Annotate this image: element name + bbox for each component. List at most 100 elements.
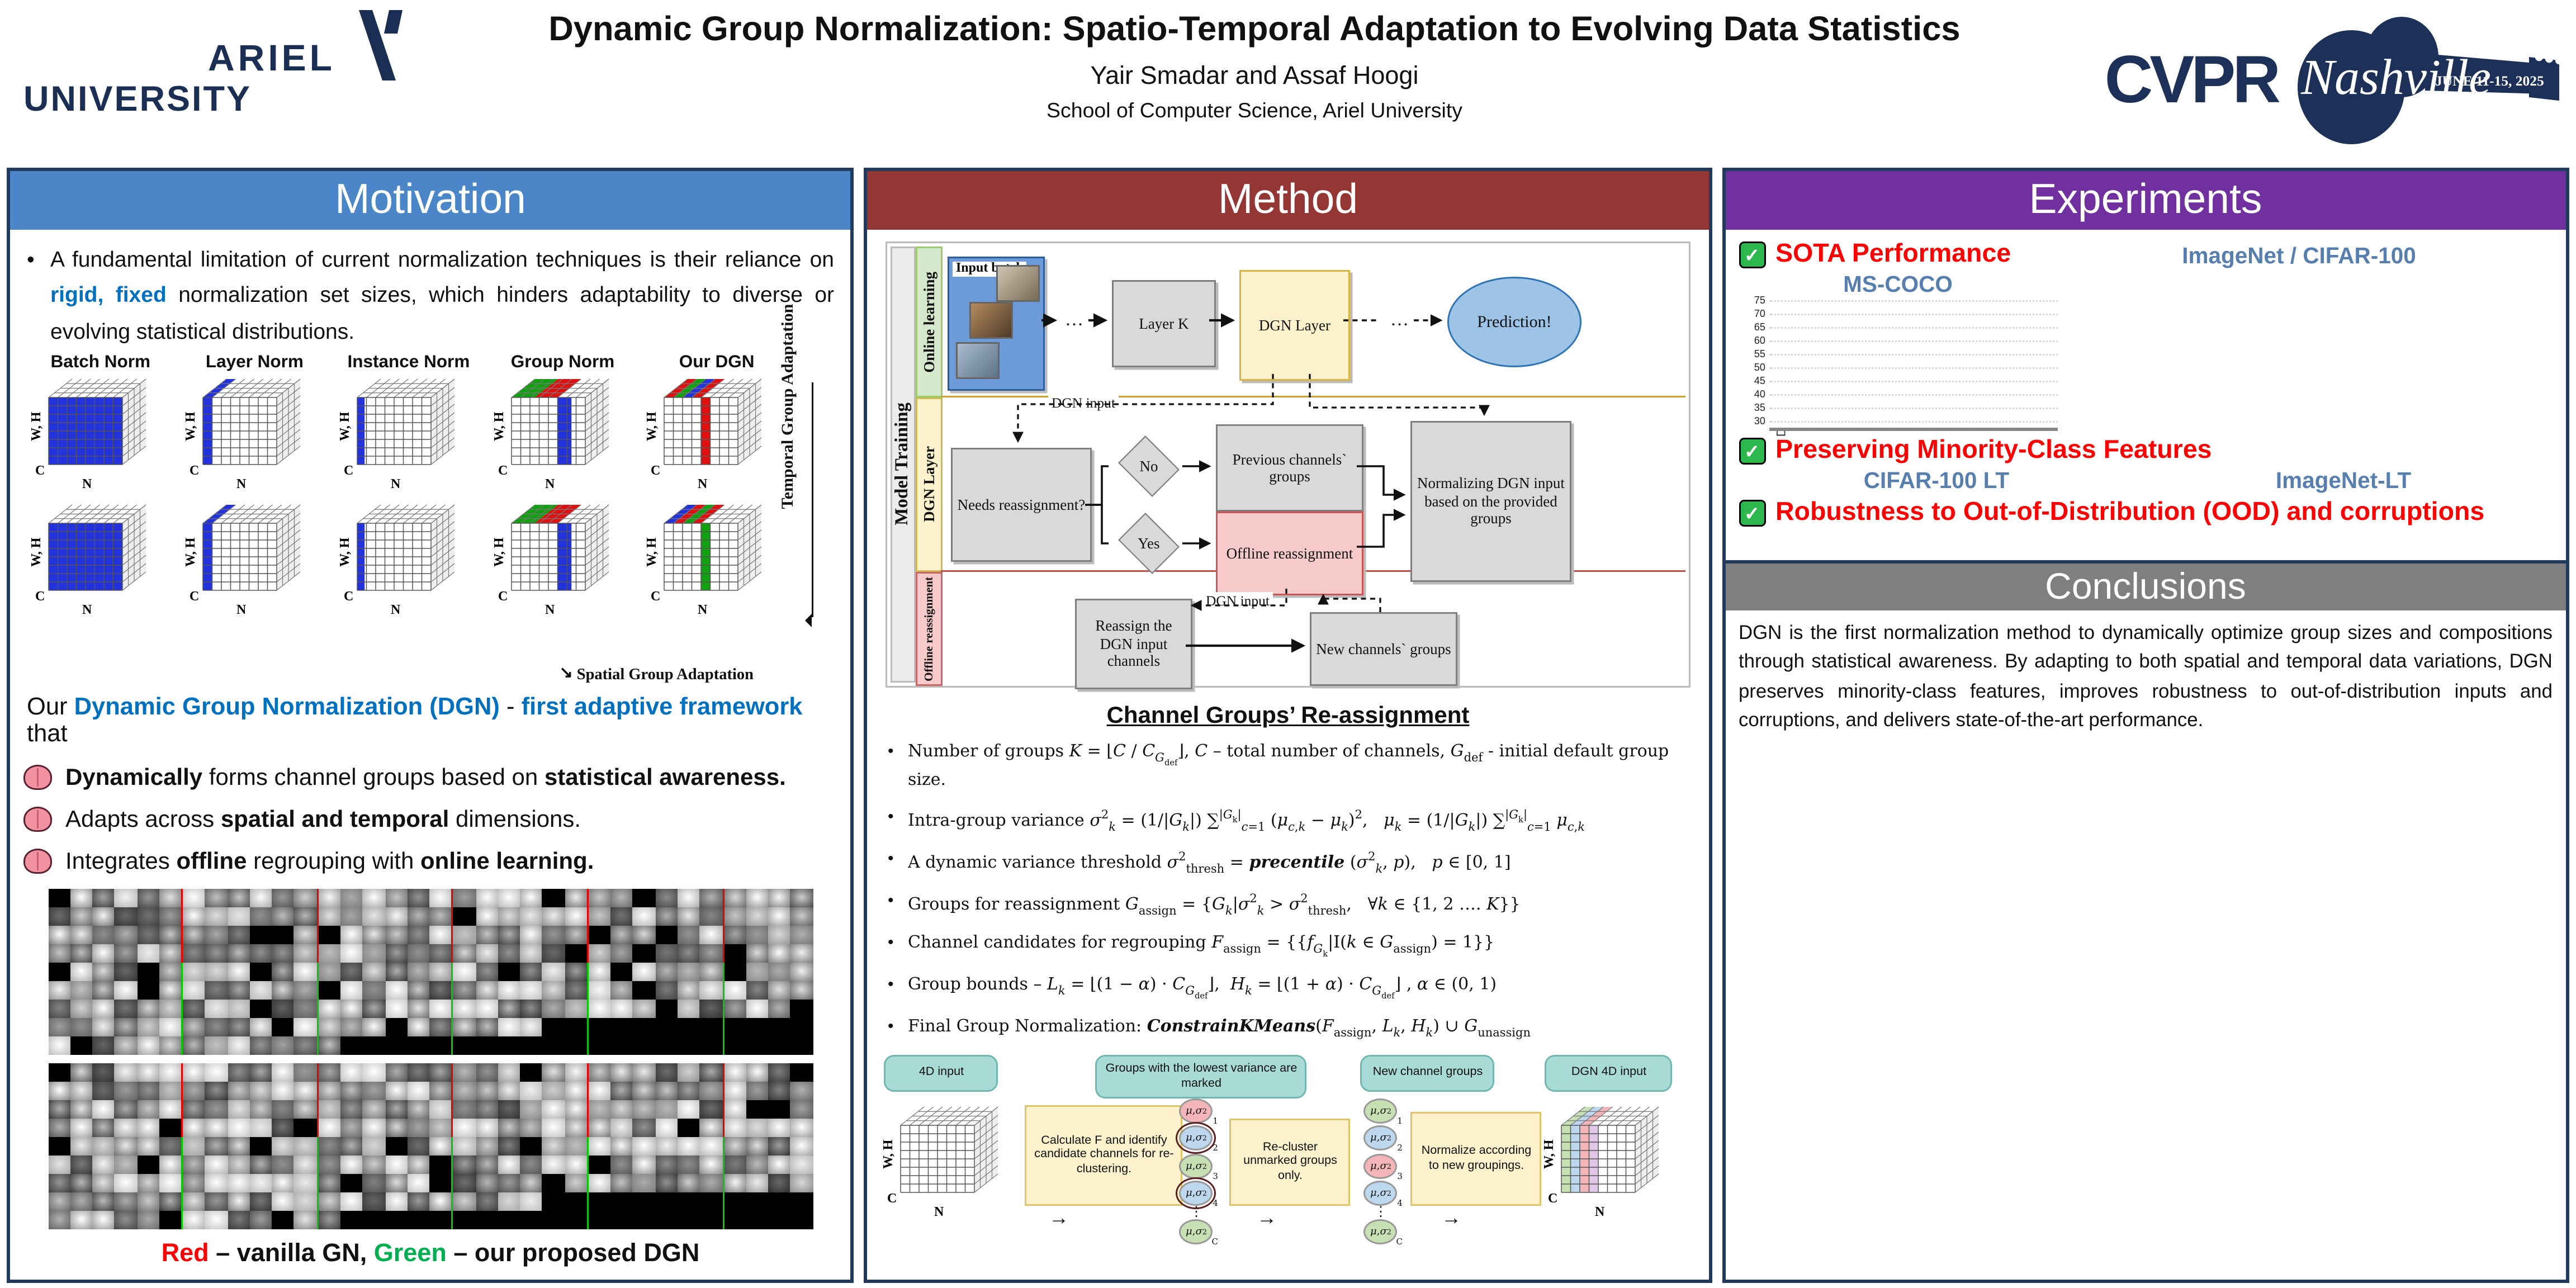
montage-cell bbox=[385, 944, 408, 963]
montage-cell bbox=[498, 1018, 520, 1037]
montage-cell bbox=[407, 1063, 430, 1082]
montage-cell bbox=[722, 907, 746, 926]
montage-cell bbox=[92, 1100, 115, 1119]
montage-cell bbox=[70, 1082, 93, 1101]
montage-cell bbox=[452, 1156, 476, 1175]
svg-text:W, H: W, H bbox=[645, 538, 660, 567]
y-tick-label: 75 bbox=[1754, 297, 1765, 307]
montage-cell bbox=[768, 1211, 790, 1230]
montage-cell bbox=[610, 1082, 633, 1101]
montage-cell bbox=[429, 1082, 452, 1101]
montage-cell bbox=[452, 963, 476, 982]
conclusions-text: DGN is the first normalization method to… bbox=[1738, 622, 2553, 732]
montage-cell bbox=[610, 1137, 633, 1156]
montage-cell bbox=[407, 907, 430, 926]
montage-cell bbox=[498, 1119, 520, 1138]
montage-cell bbox=[699, 1156, 722, 1175]
montage-cell bbox=[722, 1036, 746, 1055]
bullet-dot: • bbox=[887, 934, 894, 953]
montage-cell bbox=[633, 1063, 656, 1082]
montage-cell bbox=[385, 1000, 408, 1019]
montage-cell bbox=[678, 907, 700, 926]
previous-groups-box: Previous channels` groups bbox=[1215, 424, 1363, 512]
montage-cell bbox=[633, 1174, 656, 1193]
montage-cell bbox=[790, 963, 813, 982]
imagenet-lt-title: ImageNet-LT bbox=[2275, 468, 2412, 493]
montage-cell bbox=[48, 981, 70, 1000]
y-tick-label: 30 bbox=[1754, 417, 1765, 428]
check-icon: ✓ bbox=[1738, 500, 1765, 527]
montage-cell bbox=[633, 1137, 656, 1156]
montage-cell bbox=[136, 1100, 159, 1119]
montage-cell bbox=[48, 1174, 70, 1193]
montage-cell bbox=[475, 1063, 498, 1082]
montage-cell bbox=[746, 1000, 769, 1019]
conclusions-header-label: Conclusions bbox=[2045, 565, 2246, 607]
montage-row bbox=[48, 944, 813, 963]
montage-cell bbox=[790, 1192, 813, 1211]
temporal-arrow-icon bbox=[799, 614, 812, 628]
montage-cell bbox=[699, 1174, 722, 1193]
montage-cell bbox=[340, 1119, 363, 1138]
formula-text: Number of groups K = ⌊C / CGdef⌋, C – to… bbox=[907, 742, 1669, 790]
norm-cube: W, H C N bbox=[178, 500, 332, 626]
montage-cell bbox=[475, 981, 498, 1000]
montage-cell bbox=[498, 944, 520, 963]
dgn-point: Integrates offline regrouping with onlin… bbox=[23, 847, 837, 874]
montage-cell bbox=[228, 944, 250, 963]
montage-cell bbox=[475, 1119, 498, 1138]
montage-cell bbox=[294, 1211, 317, 1230]
no-diamond: No bbox=[1115, 435, 1182, 497]
montage-cell bbox=[429, 926, 452, 945]
montage-cell bbox=[48, 1082, 70, 1101]
montage-cell bbox=[429, 1174, 452, 1193]
cvpr-logo-text: CVPR bbox=[2104, 42, 2281, 117]
montage-cell bbox=[407, 1174, 430, 1193]
gridline bbox=[1768, 394, 2057, 396]
montage-cell bbox=[520, 1119, 543, 1138]
montage-cell bbox=[205, 1119, 228, 1138]
montage-cell bbox=[475, 1211, 498, 1230]
montage-cell bbox=[542, 1192, 565, 1211]
montage-cell bbox=[385, 926, 408, 945]
montage-cell bbox=[181, 981, 206, 1000]
montage-cell bbox=[699, 1137, 722, 1156]
montage-cell bbox=[92, 926, 115, 945]
montage-cell bbox=[272, 1174, 295, 1193]
montage-cell bbox=[498, 1063, 520, 1082]
montage-cell bbox=[48, 1063, 70, 1082]
montage-cell bbox=[136, 1174, 159, 1193]
montage-cell bbox=[678, 1211, 700, 1230]
montage-cell bbox=[294, 1119, 317, 1138]
montage-cell bbox=[70, 1018, 93, 1037]
montage-cell bbox=[655, 1063, 678, 1082]
montage-cell bbox=[228, 1063, 250, 1082]
montage-cell bbox=[159, 981, 182, 1000]
montage-cell bbox=[385, 981, 408, 1000]
montage-cell bbox=[565, 1156, 587, 1175]
montage-cell bbox=[452, 1036, 476, 1055]
montage-cell bbox=[294, 907, 317, 926]
montage-cell bbox=[746, 907, 769, 926]
reclustering-pipeline-figure: 4D input Groups with the lowest variance … bbox=[881, 1054, 1695, 1259]
needs-reassignment-box: Needs reassignment? bbox=[950, 448, 1092, 562]
montage-cell bbox=[768, 1119, 790, 1138]
montage-cell bbox=[498, 1036, 520, 1055]
montage-cell bbox=[407, 1156, 430, 1175]
montage-cell bbox=[429, 889, 452, 908]
gridline bbox=[1768, 380, 2057, 382]
montage-cell bbox=[316, 944, 341, 963]
montage-cell bbox=[429, 1192, 452, 1211]
montage-cell bbox=[678, 1174, 700, 1193]
montage-cell bbox=[228, 1082, 250, 1101]
svg-text:C: C bbox=[498, 590, 507, 604]
montage-cell bbox=[452, 1119, 476, 1138]
montage-cell bbox=[542, 963, 565, 982]
montage-cell bbox=[565, 1174, 587, 1193]
new-groups-box: New channels` groups bbox=[1309, 612, 1457, 686]
montage-cell bbox=[136, 1211, 159, 1230]
montage-cell bbox=[362, 1063, 385, 1082]
formula-item: • Final Group Normalization: ConstrainKMe… bbox=[888, 1016, 1695, 1041]
montage-cell bbox=[249, 1192, 272, 1211]
